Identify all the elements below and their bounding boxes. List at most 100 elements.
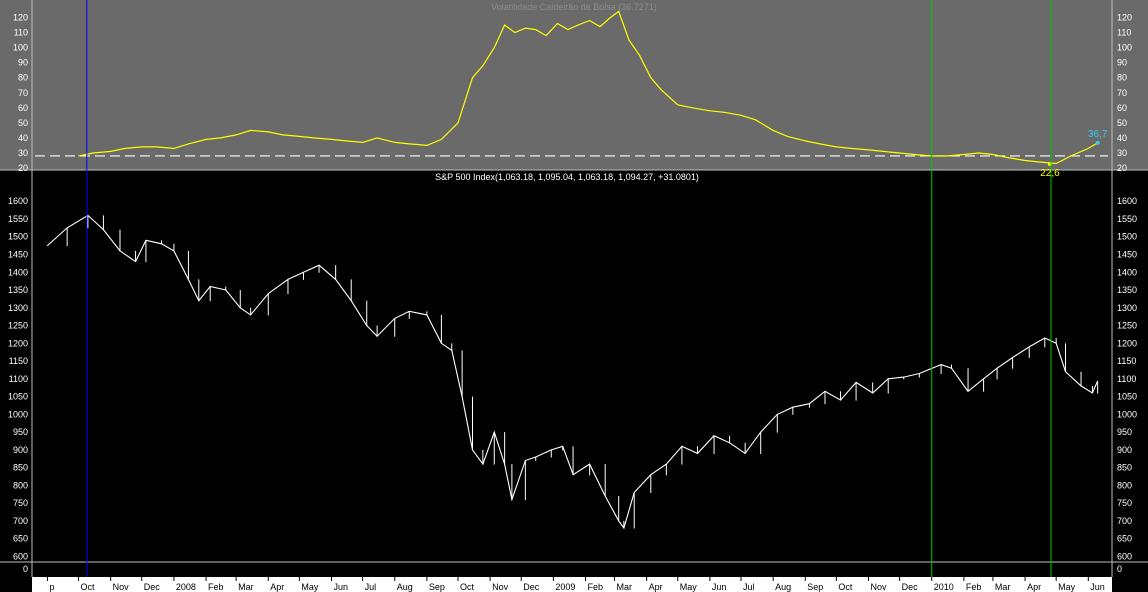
date-axis-label: 2010	[934, 582, 954, 592]
date-axis-background	[32, 577, 1112, 592]
sp500-y-tick-right: 1450	[1117, 249, 1137, 259]
volatility-y-tick-left: 90	[18, 58, 28, 68]
volatility-y-tick-right: 90	[1117, 58, 1127, 68]
sp500-y-tick-left: 650	[13, 534, 28, 544]
sp500-y-tick-right: 1300	[1117, 303, 1137, 313]
sp500-y-tick-right: 1350	[1117, 285, 1137, 295]
volatility-y-tick-left: 30	[18, 148, 28, 158]
volatility-y-tick-left: 60	[18, 103, 28, 113]
sp500-y-tick-left: 1250	[8, 321, 28, 331]
date-axis-label: Jul	[365, 582, 377, 592]
sp500-y-tick-left: 1400	[8, 267, 28, 277]
sp500-y-tick-right: 800	[1117, 480, 1132, 490]
date-axis-label: Jun	[712, 582, 727, 592]
date-axis-label: May	[1058, 582, 1076, 592]
sp500-y-tick-left: 950	[13, 427, 28, 437]
volatility-y-tick-left: 20	[18, 163, 28, 173]
sp500-y-tick-left: 1150	[9, 356, 28, 366]
volatility-panel-background	[0, 0, 1148, 170]
date-axis-label: Dec	[902, 582, 919, 592]
volatility-y-tick-left: 70	[18, 88, 28, 98]
sp500-y-tick-right: 750	[1117, 498, 1132, 508]
date-axis-label: Jun	[1090, 582, 1105, 592]
date-axis-label: Feb	[208, 582, 224, 592]
sp500-y-tick-right: 1200	[1117, 338, 1137, 348]
volatility-series-line	[78, 10, 1098, 165]
sp500-y-tick-left: 1600	[8, 196, 28, 206]
sp500-y-tick-right: 700	[1117, 516, 1132, 526]
date-axis-label: Mar	[238, 582, 254, 592]
volume-y-tick-right: 0	[1117, 564, 1122, 574]
date-axis-label: 2009	[555, 582, 575, 592]
volatility-y-tick-left: 40	[18, 133, 28, 143]
date-axis-label: Dec	[144, 582, 161, 592]
volatility-y-tick-left: 80	[18, 73, 28, 83]
sp500-y-tick-right: 1100	[1117, 374, 1136, 384]
date-axis-label: Oct	[460, 582, 475, 592]
volatility-annotation-label: 36,7	[1088, 129, 1108, 140]
date-axis-label: Sep	[807, 582, 823, 592]
volatility-y-tick-right: 30	[1117, 148, 1127, 158]
volatility-y-tick-right: 40	[1117, 133, 1127, 143]
date-axis-label: Feb	[966, 582, 982, 592]
sp500-y-tick-left: 1500	[8, 232, 28, 242]
sp500-y-tick-left: 1100	[9, 374, 28, 384]
date-axis-label: Mar	[995, 582, 1011, 592]
volatility-y-tick-left: 50	[18, 118, 28, 128]
sp500-y-tick-left: 600	[13, 551, 28, 561]
volatility-y-tick-right: 20	[1117, 163, 1127, 173]
date-axis-label: Sep	[429, 582, 445, 592]
volatility-title: Volatilidade Caldeirão de Bolsa (36.7271…	[491, 2, 657, 12]
sp500-y-tick-left: 1300	[8, 303, 28, 313]
sp500-y-tick-right: 650	[1117, 534, 1132, 544]
sp500-y-tick-right: 1000	[1117, 409, 1137, 419]
sp500-y-tick-left: 900	[13, 445, 28, 455]
volatility-annotation-label: 22,6	[1040, 168, 1060, 179]
sp500-y-tick-right: 1400	[1117, 267, 1137, 277]
sp500-y-tick-right: 600	[1117, 551, 1132, 561]
date-axis-label: Aug	[775, 582, 791, 592]
date-axis-label: Aug	[397, 582, 413, 592]
sp500-y-tick-left: 1000	[8, 409, 28, 419]
sp500-y-tick-left: 1350	[8, 285, 28, 295]
date-axis-label: Feb	[587, 582, 603, 592]
date-axis-label: Nov	[113, 582, 130, 592]
date-axis-label: Oct	[81, 582, 96, 592]
sp500-y-tick-left: 1200	[8, 338, 28, 348]
sp500-y-tick-left: 700	[13, 516, 28, 526]
sp500-y-tick-left: 1550	[8, 214, 28, 224]
date-axis-label: Apr	[270, 582, 284, 592]
date-axis-label: Jun	[334, 582, 349, 592]
date-axis-label: Dec	[523, 582, 540, 592]
sp500-y-tick-right: 900	[1117, 445, 1132, 455]
sp500-price-line	[47, 214, 1099, 530]
sp500-y-tick-right: 1150	[1117, 356, 1136, 366]
volatility-y-tick-right: 60	[1117, 103, 1127, 113]
volatility-y-tick-right: 110	[1117, 28, 1131, 38]
volume-y-tick-left: 0	[23, 564, 28, 574]
date-axis-label: Apr	[649, 582, 663, 592]
sp500-y-tick-right: 1500	[1117, 232, 1137, 242]
sp500-y-tick-right: 1550	[1117, 214, 1137, 224]
date-axis-label: Mar	[617, 582, 633, 592]
date-axis-label: May	[301, 582, 319, 592]
volatility-y-tick-left: 120	[13, 13, 28, 23]
volatility-y-tick-right: 120	[1117, 13, 1132, 23]
date-axis-label: Nov	[871, 582, 888, 592]
volatility-y-tick-left: 100	[13, 43, 28, 53]
sp500-y-tick-left: 850	[13, 463, 28, 473]
date-axis-label: p	[49, 582, 54, 592]
sp500-y-tick-right: 1250	[1117, 321, 1137, 331]
volatility-y-tick-right: 50	[1117, 118, 1127, 128]
volatility-y-tick-left: 110	[14, 28, 28, 38]
sp500-y-tick-left: 1050	[8, 392, 28, 402]
sp500-y-tick-right: 1050	[1117, 392, 1137, 402]
sp500-y-tick-left: 1450	[8, 249, 28, 259]
date-axis-label: Jul	[743, 582, 755, 592]
volatility-annotation-point	[1095, 140, 1100, 145]
sp500-y-tick-right: 850	[1117, 463, 1132, 473]
sp500-title: S&P 500 Index(1,063.18, 1,095.04, 1,063.…	[435, 172, 699, 182]
volatility-y-tick-right: 70	[1117, 88, 1127, 98]
